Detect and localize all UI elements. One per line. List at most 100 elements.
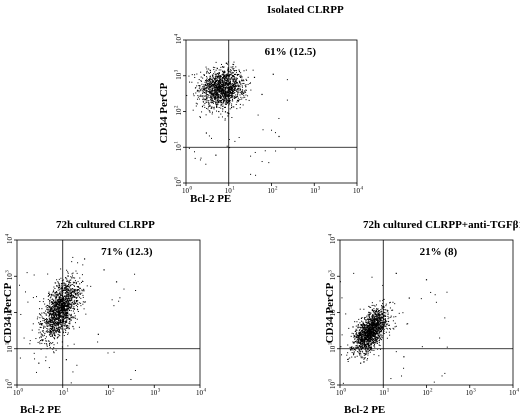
event-dot [362,329,364,331]
event-dot [365,344,367,346]
event-dot [379,327,381,329]
y-tick-label: 10 [175,72,183,80]
event-dot [371,338,373,340]
event-dot [239,91,241,93]
event-dot [60,301,62,303]
event-dot [53,307,55,309]
event-dot [360,330,362,332]
event-dot [203,88,205,90]
event-dot [44,326,46,328]
x-tick-label: 10 [379,389,387,397]
event-dot [208,135,210,137]
event-dot [366,341,368,343]
event-dot [56,315,58,317]
event-dot [67,304,69,306]
event-dot [371,340,373,342]
event-dot [223,66,225,68]
event-dot [239,88,241,90]
event-dot [56,320,58,322]
event-dot [213,101,215,103]
event-dot [375,325,377,327]
event-dot [62,279,64,281]
event-dot [224,74,226,76]
event-dot [214,79,216,81]
event-dot [227,115,229,117]
event-dot [65,314,67,316]
event-dot [67,332,69,334]
event-dot [360,317,362,319]
event-dot [381,306,383,308]
event-dot [381,310,383,312]
event-dot [107,352,109,354]
event-dot [388,324,390,326]
event-dot [379,325,381,327]
event-dot [65,286,67,288]
event-dot [56,328,58,330]
event-dot [221,66,223,68]
event-dot [43,326,45,328]
event-dot [383,306,385,308]
event-dot [218,75,220,77]
event-dot [55,324,57,326]
event-dot [51,322,53,324]
x-tick-exponent: 3 [318,187,321,192]
event-dot [214,76,216,78]
event-dot [223,97,225,99]
event-dot [222,110,224,112]
event-dot [54,325,56,327]
event-dot [369,346,371,348]
event-dot [54,319,56,321]
event-dot [225,87,227,89]
event-dot [387,320,389,322]
event-dot [231,92,233,94]
event-dot [210,101,212,103]
event-dot [227,112,229,114]
event-dot [198,87,200,89]
event-dot [360,332,362,334]
event-dot [57,327,59,329]
event-dot [51,318,53,320]
event-dot [389,334,391,336]
event-dot [358,338,360,340]
event-dot [65,283,67,285]
event-dot [373,314,375,316]
event-dot [45,322,47,324]
event-dot [62,289,64,291]
event-dot [225,101,227,103]
event-dot [71,297,73,299]
event-dot [375,339,377,341]
event-dot [54,313,56,315]
event-dot [41,308,43,310]
event-dot [425,279,428,281]
event-dot [375,310,377,312]
event-dot [220,93,222,95]
event-dot [365,329,367,331]
event-dot [56,321,58,323]
event-dot [383,330,385,332]
event-dot [237,89,239,91]
event-dot [371,308,373,310]
event-dot [379,328,381,330]
event-dot [390,315,392,317]
event-dot [234,87,236,89]
event-dot [74,285,76,287]
event-dot [221,93,223,95]
event-dot [365,325,367,327]
event-dot [72,307,74,309]
event-dot [64,292,66,294]
event-dot [221,77,223,79]
event-dot [209,90,211,92]
event-dot [75,292,77,294]
event-dot [210,70,212,72]
event-dot [368,325,370,327]
event-dot [376,340,378,342]
event-dot [65,309,67,311]
event-dot [60,294,62,296]
event-dot [262,129,264,131]
event-dot [64,305,66,307]
event-dot [373,342,375,344]
event-dot [208,88,210,90]
event-dot [360,330,362,332]
event-dot [364,341,366,343]
event-dot [375,338,377,340]
